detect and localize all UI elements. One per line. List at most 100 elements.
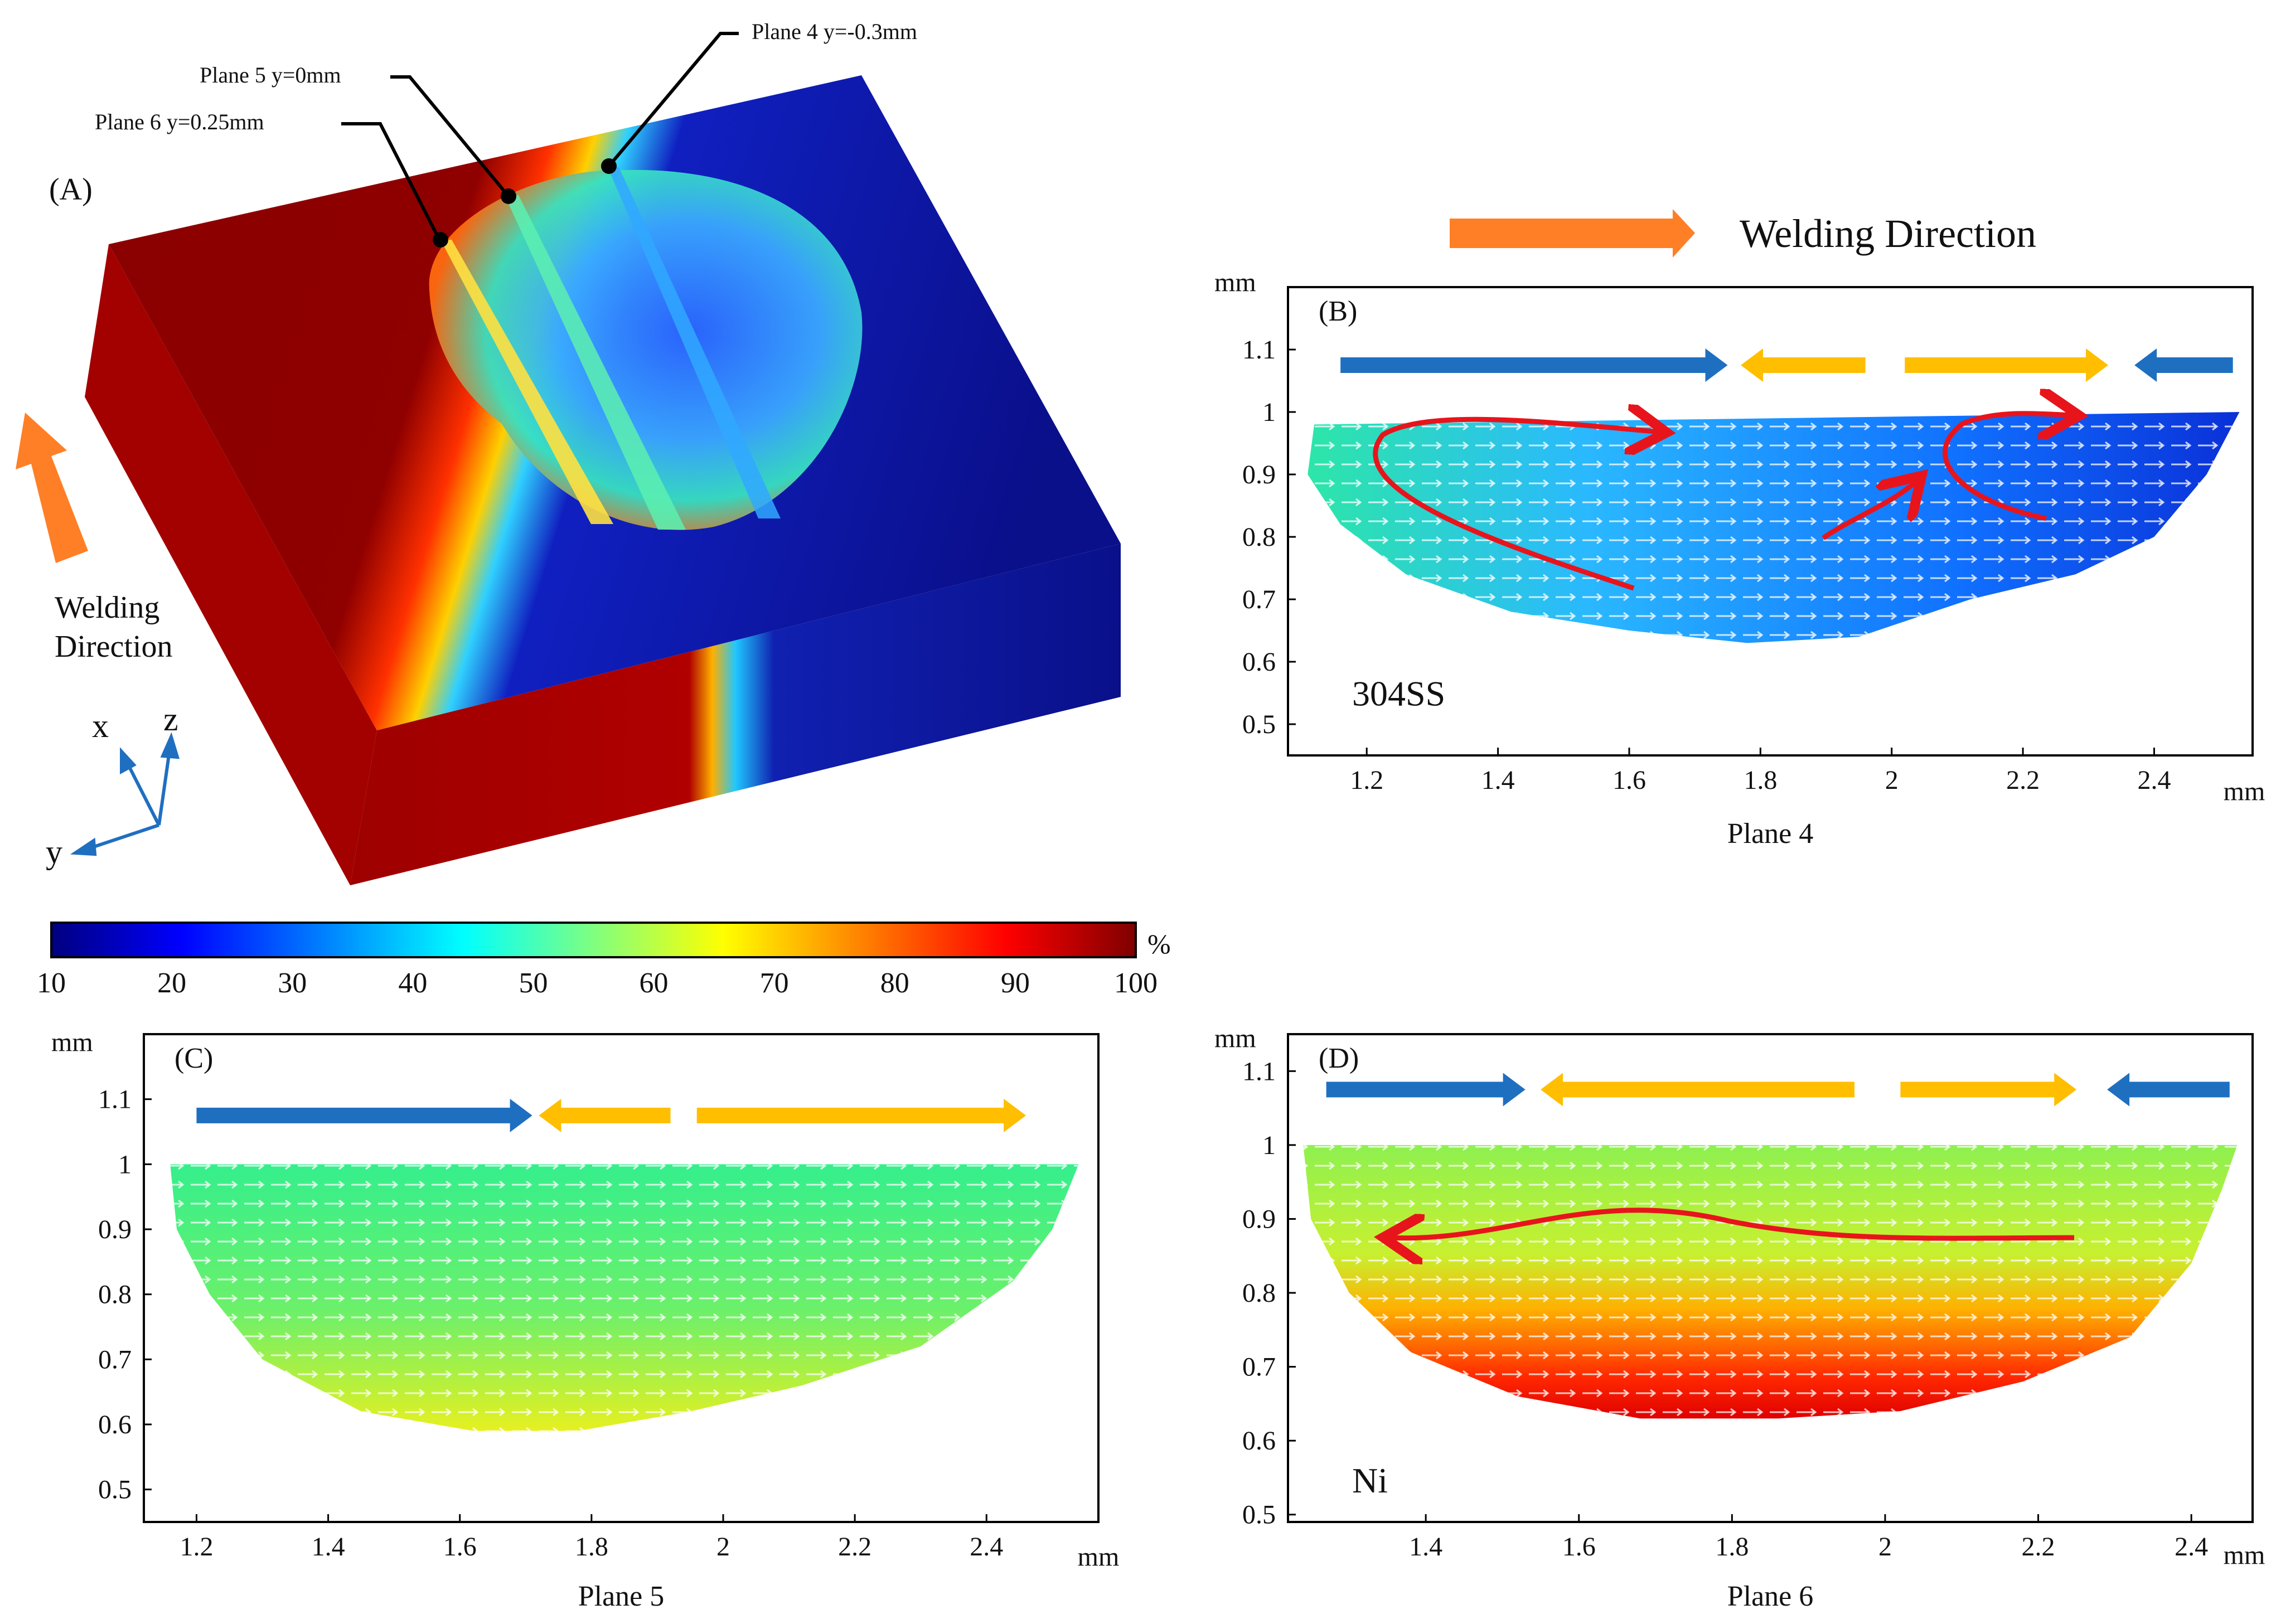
y-tick-label: 1.1 <box>1242 1056 1276 1086</box>
x-tick-label: 2 <box>716 1532 730 1562</box>
colorbar-tick-label: 70 <box>760 967 789 999</box>
plot-title: Plane 6 <box>1727 1581 1814 1612</box>
flow-arrow-yellow <box>696 1098 1026 1132</box>
cross-section-plots: 1.2 1.4 1.6 1.8 2 2.2 2.4 0.5 0.6 0.7 0.8 0.9 1 1.1 (B… <box>51 268 2265 1612</box>
panel-label: (C) <box>175 1043 213 1074</box>
colorbar-tick-label: 90 <box>1001 967 1030 999</box>
plot-title: Plane 5 <box>578 1581 665 1612</box>
panel-label: (B) <box>1319 295 1357 327</box>
material-annotation: Ni <box>1352 1461 1388 1500</box>
y-tick-label: 1.1 <box>98 1085 132 1114</box>
marker-plane-6 <box>433 232 448 248</box>
y-axis-unit: mm <box>1214 1024 1256 1053</box>
flow-arrow-blue <box>2134 348 2233 382</box>
axis-z-line <box>157 746 172 826</box>
material-annotation: 304SS <box>1352 673 1445 713</box>
y-axis-unit: mm <box>1214 268 1256 297</box>
axis-y-head <box>70 837 97 856</box>
colorbar-ticks: 10 20 30 40 50 60 70 80 90 100 <box>37 967 1158 999</box>
y-tick-label: 0.7 <box>98 1345 132 1374</box>
x-tick-label: 2.2 <box>2006 765 2040 795</box>
axis-x-line <box>124 758 161 826</box>
colorbar-gradient <box>50 922 1137 958</box>
panel-label: (D) <box>1319 1043 1359 1074</box>
colorbar-tick-label: 20 <box>157 967 186 999</box>
y-axis-unit: mm <box>51 1027 93 1057</box>
x-axis-unit: mm <box>2224 777 2265 806</box>
circulation-path-d <box>1388 1208 2075 1238</box>
block-front-face <box>350 544 1121 885</box>
x-tick-label: 1.6 <box>443 1532 477 1562</box>
x-tick-label: 1.2 <box>180 1532 213 1562</box>
flow-arrow-yellow <box>1541 1073 1855 1107</box>
colorbar: % 10 20 30 40 50 60 70 80 90 100 <box>37 922 1171 999</box>
y-tick-label: 0.5 <box>1242 1500 1276 1530</box>
y-tick-label: 0.7 <box>1242 1352 1276 1382</box>
axis-y-line <box>83 823 159 852</box>
circulation-path-right <box>1943 414 2074 521</box>
label-plane-4: Plane 4 y=-0.3mm <box>752 19 917 44</box>
y-tick-label: 0.8 <box>98 1280 132 1310</box>
axis-z-label: z <box>163 701 178 738</box>
flow-arrow-yellow <box>1741 348 1866 382</box>
x-tick-label: 1.6 <box>1562 1532 1596 1562</box>
x-tick-label: 2.2 <box>838 1532 871 1562</box>
x-tick-label: 2 <box>1885 765 1899 795</box>
circulation-path-left <box>1373 419 1662 591</box>
panel-a-label: (A) <box>49 172 93 207</box>
colorbar-tick-label: 10 <box>37 967 66 999</box>
panel-a: (A) Plane 6 y=0.25mm Plane 5 y=0mm Plane… <box>16 19 1121 885</box>
y-tick-label: 0.8 <box>1242 1278 1276 1308</box>
y-tick-label: 0.6 <box>98 1410 132 1439</box>
y-tick-label: 1 <box>118 1150 132 1179</box>
block-left-face <box>85 244 377 885</box>
plot-frame <box>1287 1033 2254 1523</box>
plot-c: 1.2 1.4 1.6 1.8 2 2.2 2.4 0.5 0.6 0.7 0.8 0.9 1 1.1 (C… <box>51 1027 1119 1612</box>
label-plane-5: Plane 5 y=0mm <box>200 62 341 88</box>
y-tick-label: 0.9 <box>1242 460 1276 489</box>
y-tick-label: 1 <box>1262 1131 1276 1160</box>
x-tick-label: 2.4 <box>2137 765 2171 795</box>
y-tick-label: 0.6 <box>1242 647 1276 677</box>
marker-plane-5 <box>501 188 516 204</box>
welding-direction-legend-arrow <box>1450 209 1695 258</box>
welding-direction-legend: Welding Direction <box>1450 209 2036 258</box>
colorbar-tick-label: 50 <box>519 967 548 999</box>
plane-4-slice <box>608 167 781 518</box>
colorbar-tick-label: 100 <box>1114 967 1158 999</box>
leader-plane-4 <box>607 32 739 167</box>
colorbar-unit: % <box>1147 928 1171 959</box>
circulation-path-center <box>1822 479 1918 540</box>
plane-6-slice <box>440 240 613 524</box>
flow-arrow-yellow <box>539 1098 671 1132</box>
axis-x-head <box>120 747 137 775</box>
plot-frame <box>1287 286 2254 757</box>
welding-direction-line2: Direction <box>55 629 172 664</box>
y-tick-label: 0.5 <box>98 1475 132 1505</box>
x-tick-label: 2.4 <box>2175 1532 2208 1562</box>
axis-x-label: x <box>92 707 109 744</box>
velocity-vectors <box>1303 1145 2238 1419</box>
plot-b: 1.2 1.4 1.6 1.8 2 2.2 2.4 0.5 0.6 0.7 0.8 0.9 1 1.1 (B… <box>1214 268 2265 850</box>
leader-plane-6 <box>341 122 441 241</box>
x-axis-unit: mm <box>1078 1542 1120 1572</box>
axis-z-head <box>160 732 180 759</box>
colorbar-tick-label: 80 <box>880 967 909 999</box>
axis-y-label: y <box>46 833 62 870</box>
y-tick-label: 0.9 <box>1242 1204 1276 1234</box>
marker-plane-4 <box>601 158 617 174</box>
y-tick-label: 1 <box>1262 397 1276 427</box>
x-tick-label: 1.6 <box>1612 765 1646 795</box>
velocity-vectors <box>1308 412 2240 643</box>
x-tick-label: 1.8 <box>575 1532 608 1562</box>
y-tick-label: 0.6 <box>1242 1426 1276 1456</box>
x-axis-unit: mm <box>2224 1540 2265 1570</box>
label-plane-6: Plane 6 y=0.25mm <box>95 109 264 134</box>
x-tick-label: 2.2 <box>2022 1532 2055 1562</box>
leader-plane-5 <box>390 75 510 197</box>
welding-direction-legend-label: Welding Direction <box>1740 211 2036 256</box>
y-tick-label: 0.5 <box>1242 710 1276 739</box>
y-tick-label: 0.8 <box>1242 522 1276 552</box>
colorbar-tick-label: 40 <box>398 967 427 999</box>
